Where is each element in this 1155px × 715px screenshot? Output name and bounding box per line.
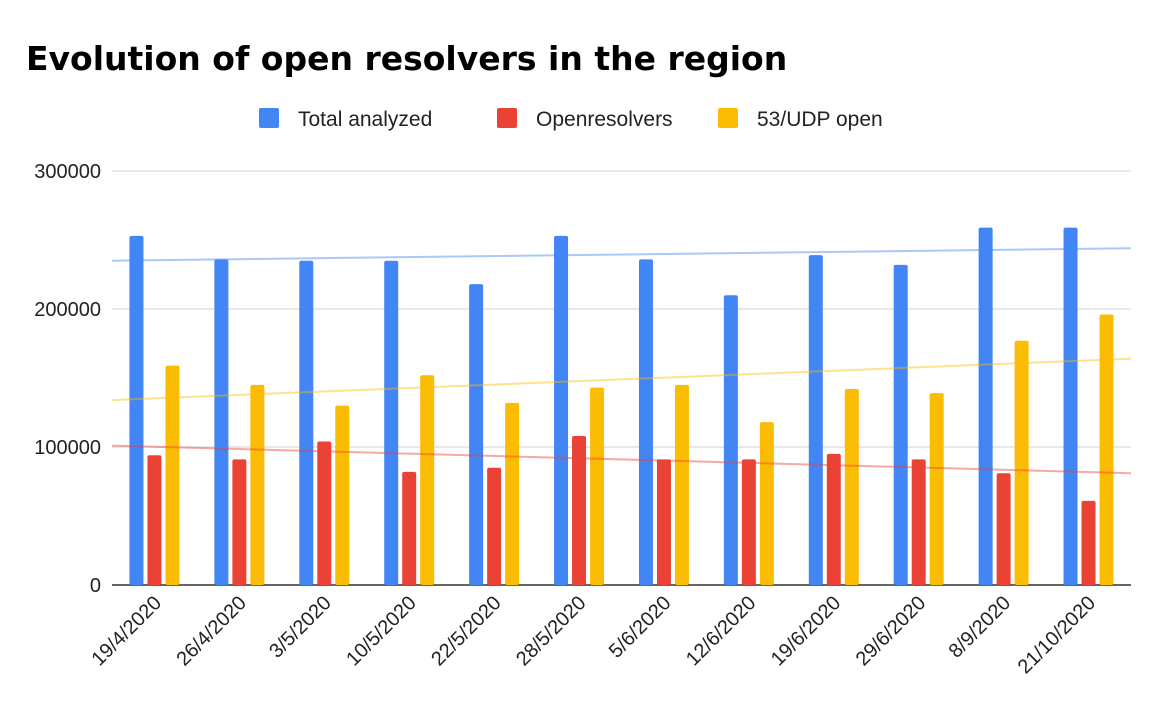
x-tick-label: 22/5/2020 xyxy=(427,592,505,670)
bar xyxy=(741,459,756,585)
bar xyxy=(826,453,841,585)
bar xyxy=(214,259,229,585)
bar xyxy=(250,384,265,585)
bar xyxy=(505,402,520,585)
bar xyxy=(299,260,314,585)
x-tick-label: 12/6/2020 xyxy=(682,592,760,670)
legend-label: 53/UDP open xyxy=(757,108,883,131)
bar xyxy=(487,467,502,585)
bars xyxy=(129,227,1114,586)
legend-swatch xyxy=(259,108,279,128)
x-tick-label: 19/6/2020 xyxy=(767,592,845,670)
bar xyxy=(996,473,1011,585)
x-tick-label: 3/5/2020 xyxy=(265,592,336,663)
x-tick-label: 5/6/2020 xyxy=(605,592,676,663)
legend-swatch xyxy=(718,108,738,128)
bar xyxy=(808,255,823,585)
trendline xyxy=(111,444,1132,475)
gridlines xyxy=(112,170,1131,586)
bar xyxy=(335,405,350,585)
bar xyxy=(384,260,399,585)
bar xyxy=(929,393,944,585)
x-tick-label: 19/4/2020 xyxy=(88,592,166,670)
bar xyxy=(844,389,859,585)
y-tick-label: 100000 xyxy=(34,437,101,459)
legend-label: Openresolvers xyxy=(536,108,673,131)
bar xyxy=(129,235,144,586)
bar xyxy=(590,387,605,585)
x-tick-label: 28/5/2020 xyxy=(512,592,590,670)
y-tick-label: 200000 xyxy=(34,299,101,321)
bar xyxy=(674,384,689,585)
y-axis-labels: 0 100000 200000 300000 xyxy=(34,161,101,597)
bar xyxy=(1063,227,1078,585)
x-tick-label: 8/9/2020 xyxy=(945,592,1016,663)
bar xyxy=(1014,340,1029,585)
bar xyxy=(1081,500,1096,585)
legend-swatch xyxy=(497,108,517,128)
trendline xyxy=(111,357,1132,402)
bar xyxy=(469,284,484,585)
bar xyxy=(978,227,993,585)
bar xyxy=(638,259,653,585)
y-tick-label: 0 xyxy=(90,575,101,597)
bar xyxy=(147,455,162,585)
bar xyxy=(317,441,332,585)
bar xyxy=(402,471,417,585)
trendlines xyxy=(111,247,1132,475)
x-tick-label: 29/6/2020 xyxy=(852,592,930,670)
legend-label: Total analyzed xyxy=(298,108,432,131)
chart-title: Evolution of open resolvers in the regio… xyxy=(26,39,787,78)
x-tick-label: 10/5/2020 xyxy=(342,592,420,670)
trendline xyxy=(111,247,1132,262)
x-tick-label: 21/10/2020 xyxy=(1014,592,1100,678)
bar xyxy=(759,422,774,585)
bar xyxy=(554,235,569,586)
bar xyxy=(572,435,587,585)
bar xyxy=(232,459,247,585)
legend: Total analyzed Openresolvers 53/UDP open xyxy=(259,108,883,131)
bar xyxy=(893,264,908,585)
bar xyxy=(911,459,926,585)
bar xyxy=(165,365,180,585)
x-axis-labels: 19/4/2020 26/4/2020 3/5/2020 10/5/2020 22/5/… xyxy=(88,592,1101,678)
bar xyxy=(723,295,738,585)
bar xyxy=(1099,314,1114,585)
x-tick-label: 26/4/2020 xyxy=(172,592,250,670)
bar xyxy=(656,459,671,585)
y-tick-label: 300000 xyxy=(34,161,101,183)
bar xyxy=(420,375,435,585)
